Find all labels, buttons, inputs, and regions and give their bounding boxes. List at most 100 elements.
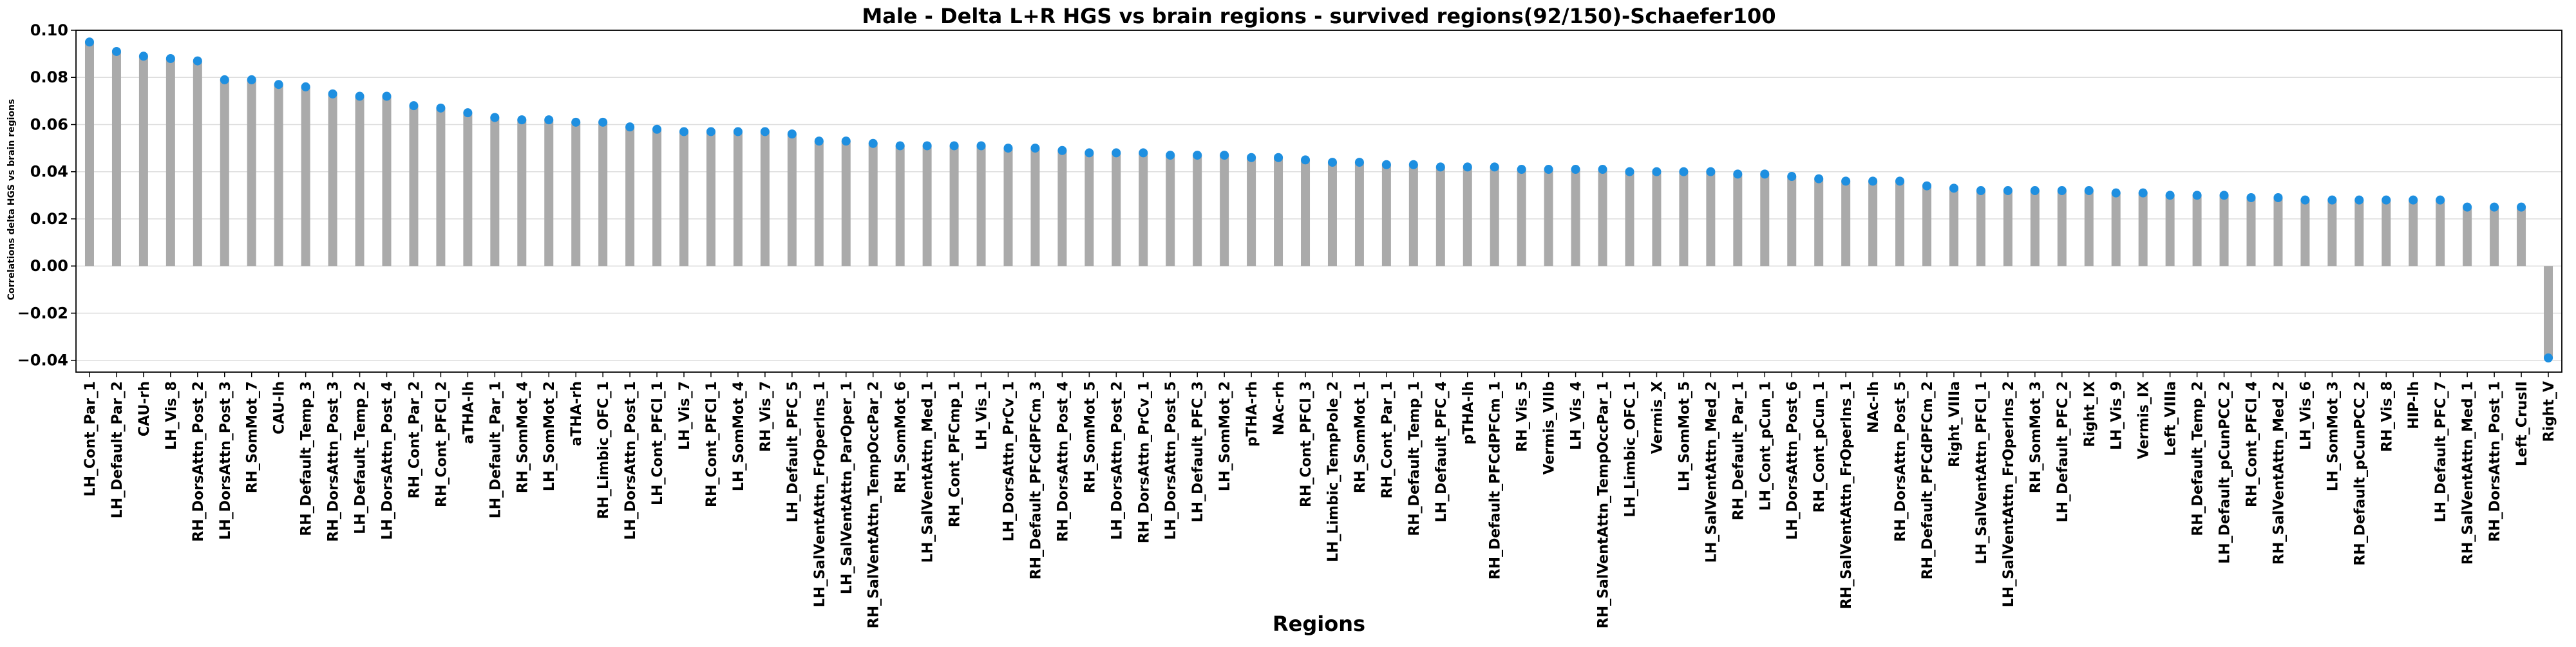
- data-point: [1327, 158, 1337, 167]
- x-tick-label: RH_SomMot_3: [2028, 381, 2044, 493]
- bar: [949, 145, 959, 267]
- bar: [1435, 167, 1445, 267]
- bar: [1652, 171, 1662, 267]
- x-tick-label: Vermis_VIIb: [1542, 381, 1558, 474]
- x-tick-label: RH_SalVentAttn_Med_1: [2460, 381, 2476, 565]
- x-tick-label: RH_Vis_7: [758, 381, 774, 452]
- data-point: [1625, 167, 1634, 176]
- data-point: [1084, 148, 1094, 158]
- bar: [706, 131, 715, 267]
- data-point: [1193, 151, 1202, 160]
- data-point: [2084, 186, 2094, 196]
- data-point: [2057, 186, 2067, 196]
- data-point: [2030, 186, 2040, 196]
- data-point: [1030, 144, 1040, 153]
- x-tick-label: aTHA-rh: [569, 381, 585, 446]
- data-point: [1679, 167, 1689, 176]
- x-tick-label: LH_Default_Temp_2: [353, 381, 369, 534]
- data-point: [1139, 148, 1148, 158]
- data-point: [2300, 195, 2310, 205]
- bar: [2111, 192, 2121, 267]
- data-point: [841, 136, 851, 146]
- bar: [1841, 181, 1851, 267]
- data-point: [274, 80, 283, 89]
- x-tick-label: LH_Vis_9: [2109, 381, 2125, 450]
- x-tick-label: LH_Vis_1: [974, 381, 990, 450]
- data-point: [922, 141, 932, 151]
- data-point: [2219, 191, 2229, 200]
- bar: [517, 120, 527, 267]
- data-point: [247, 75, 256, 84]
- data-point: [2544, 353, 2553, 363]
- bar: [1976, 191, 1985, 267]
- x-tick-label: RH_SalVentAttn_FrOperIns_1: [1839, 381, 1855, 609]
- bar: [1112, 153, 1121, 267]
- x-tick-label: RH_DorsAttn_Post_5: [1893, 381, 1909, 542]
- bar: [2517, 207, 2526, 267]
- x-tick-label: LH_DorsAttn_Post_5: [1163, 381, 1179, 540]
- data-point: [1381, 160, 1391, 169]
- x-tick-label: RH_Default_PFCdPFCm_1: [1488, 381, 1504, 579]
- data-point: [301, 82, 310, 91]
- bar: [1408, 164, 1418, 267]
- data-point: [2463, 202, 2472, 212]
- data-point: [1112, 148, 1121, 158]
- bar: [1193, 155, 1202, 267]
- data-point: [2436, 195, 2445, 205]
- x-tick-label: CAU-rh: [137, 381, 153, 436]
- x-tick-label: LH_Vis_6: [2298, 381, 2314, 450]
- bar: [2246, 198, 2256, 267]
- bar: [1949, 188, 1958, 267]
- x-tick-label: Right_VIIIa: [1947, 381, 1963, 467]
- bar: [220, 79, 229, 267]
- bar: [382, 96, 392, 267]
- data-point: [220, 75, 229, 84]
- x-tick-label: RH_DorsAttn_Post_1: [2487, 381, 2503, 542]
- bar: [328, 93, 337, 267]
- x-tick-label: HIP-lh: [2406, 381, 2422, 429]
- x-tick-label: LH_SalVentAttn_FrOperIns_1: [812, 381, 828, 607]
- x-tick-label: RH_Vis_5: [1515, 381, 1531, 452]
- data-point: [1733, 169, 1743, 179]
- bar: [598, 122, 608, 267]
- x-tick-labels: LH_Cont_Par_1 LH_Default_Par_2 CAU-rh LH_Vi…: [82, 381, 2557, 628]
- bar: [544, 120, 554, 267]
- bar: [1544, 169, 1553, 267]
- x-tick-label: aTHA-lh: [460, 381, 477, 444]
- bar: [976, 145, 986, 267]
- bar: [2382, 200, 2391, 267]
- x-tick-label: RH_SalVentAttn_TempOccPar_1: [1596, 381, 1612, 628]
- x-tick-label: Left_CrusII: [2514, 381, 2530, 466]
- x-tick-label: LH_SalVentAttn_ParOper_1: [839, 381, 855, 594]
- bar: [1679, 171, 1689, 267]
- x-tick-label: LH_Default_PFC_2: [2055, 381, 2071, 522]
- data-point: [733, 127, 743, 136]
- data-point: [679, 127, 689, 136]
- data-point: [1949, 183, 1958, 193]
- bar: [1517, 169, 1526, 267]
- x-tick-label: LH_SomMot_3: [2325, 381, 2341, 491]
- data-point: [463, 108, 473, 118]
- bar: [463, 113, 473, 267]
- y-tick-label: −0.04: [17, 352, 68, 370]
- data-point: [1247, 153, 1256, 162]
- x-tick-label: LH_Default_pCunPCC_2: [2217, 381, 2233, 564]
- data-point: [1976, 186, 1985, 196]
- x-tick-label: LH_Default_PFC_3: [1190, 381, 1206, 522]
- bar: [193, 61, 202, 267]
- bar: [2354, 200, 2364, 267]
- data-point: [2327, 195, 2337, 205]
- x-tick-label: LH_SomMot_2: [542, 381, 558, 491]
- data-point: [1544, 165, 1553, 174]
- x-tick-label: RH_DorsAttn_Post_2: [191, 381, 207, 542]
- x-tick-label: RH_SomMot_5: [1082, 381, 1098, 493]
- data-point: [625, 122, 635, 132]
- x-tick-label: RH_DorsAttn_Post_3: [326, 381, 342, 542]
- bar: [787, 134, 797, 267]
- data-point: [976, 141, 986, 151]
- x-tick-label: RH_Default_Temp_1: [1406, 381, 1423, 536]
- x-tick-label: Right_IX: [2082, 381, 2098, 447]
- data-point: [2490, 202, 2499, 212]
- y-tick-label: 0.04: [30, 163, 68, 181]
